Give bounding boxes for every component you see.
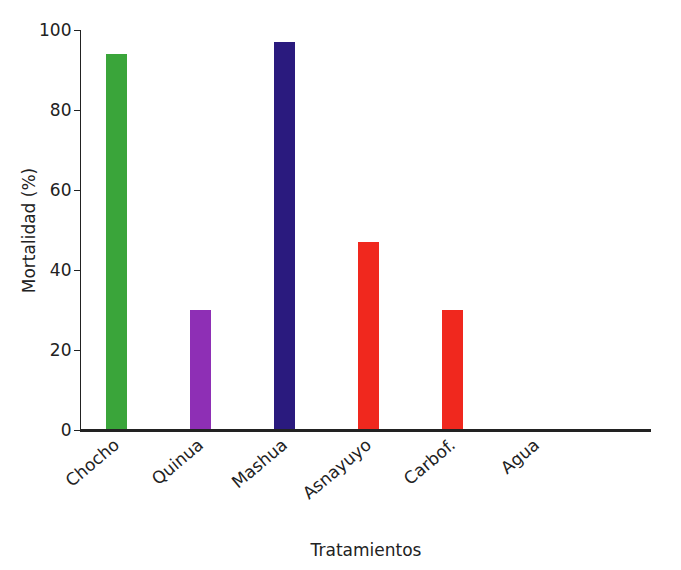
svg-text:60: 60 <box>50 180 72 200</box>
svg-text:Chocho: Chocho <box>62 434 124 490</box>
svg-text:40: 40 <box>50 260 72 280</box>
svg-text:Agua: Agua <box>497 434 543 477</box>
svg-text:Carbof.: Carbof. <box>400 434 459 488</box>
svg-text:Mortalidad (%): Mortalidad (%) <box>19 168 39 293</box>
svg-text:0: 0 <box>61 420 72 440</box>
svg-text:Tratamientos: Tratamientos <box>310 540 422 560</box>
svg-text:Quinua: Quinua <box>148 434 207 488</box>
svg-text:100: 100 <box>39 20 71 40</box>
svg-text:20: 20 <box>50 340 72 360</box>
svg-text:Asnayuyo: Asnayuyo <box>299 434 375 503</box>
svg-text:Mashua: Mashua <box>228 434 291 492</box>
svg-text:80: 80 <box>50 100 72 120</box>
